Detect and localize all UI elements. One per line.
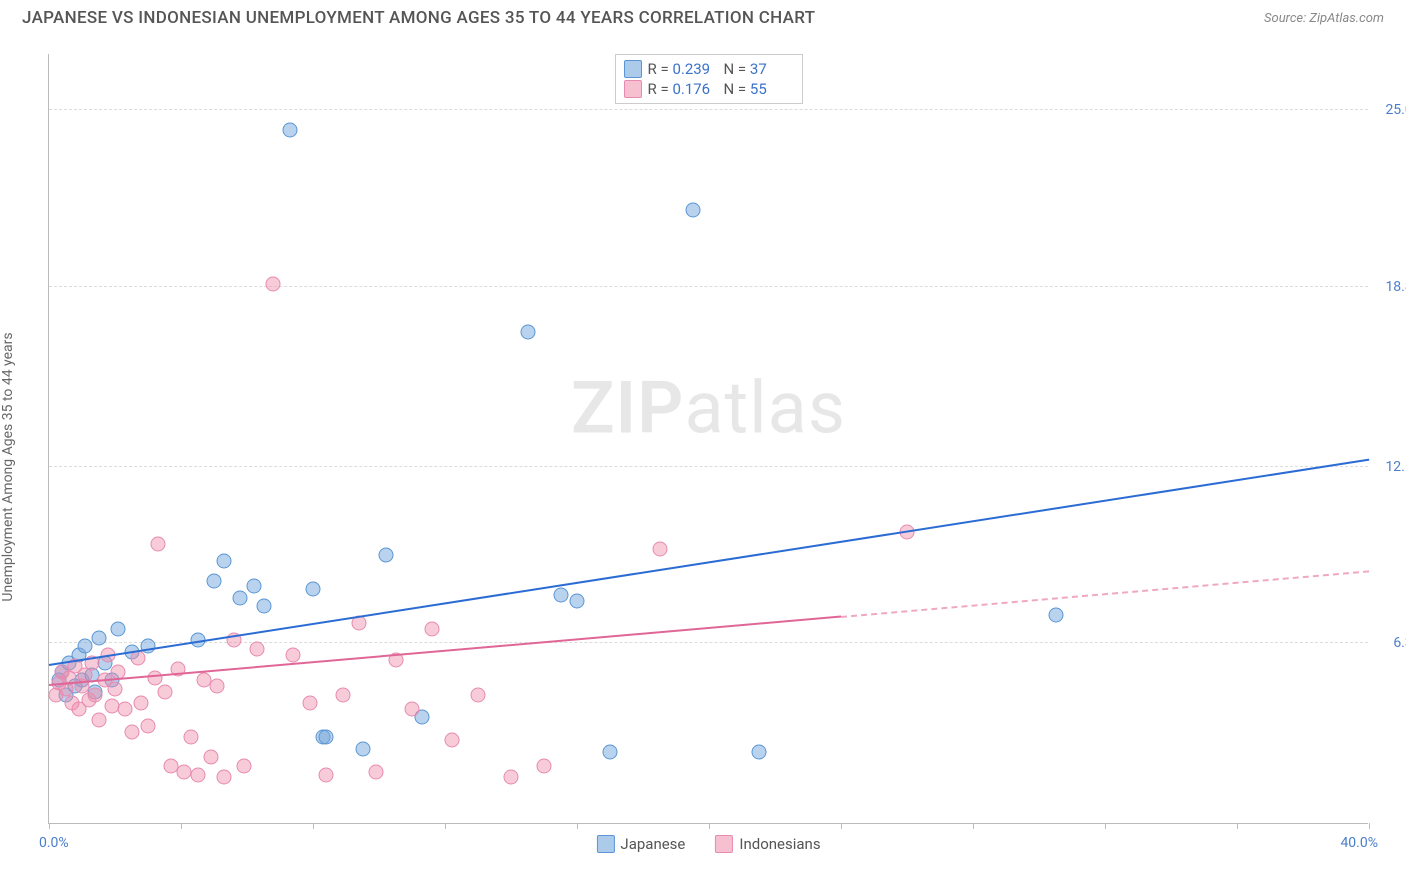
plot-area: ZIPatlas R = 0.239 N = 37 R = 0.176 N = … xyxy=(48,54,1368,824)
legend-item-indonesians: Indonesians xyxy=(715,835,820,853)
data-point xyxy=(91,630,106,645)
data-point xyxy=(256,599,271,614)
data-point xyxy=(444,733,459,748)
x-tick xyxy=(445,823,446,829)
data-point xyxy=(504,770,519,785)
y-tick-label: 12.5% xyxy=(1373,459,1406,475)
regression-line xyxy=(49,616,841,686)
data-point xyxy=(183,730,198,745)
data-point xyxy=(302,696,317,711)
data-point xyxy=(207,573,222,588)
data-point xyxy=(266,277,281,292)
x-tick xyxy=(313,823,314,829)
data-point xyxy=(190,767,205,782)
x-tick xyxy=(181,823,182,829)
data-point xyxy=(124,724,139,739)
legend-row-japanese: R = 0.239 N = 37 xyxy=(624,59,794,79)
chart-title: JAPANESE VS INDONESIAN UNEMPLOYMENT AMON… xyxy=(22,8,815,28)
swatch-indonesians-bottom xyxy=(715,835,733,853)
data-point xyxy=(537,758,552,773)
data-point xyxy=(520,325,535,340)
x-tick xyxy=(973,823,974,829)
data-point xyxy=(603,744,618,759)
data-point xyxy=(319,767,334,782)
data-point xyxy=(378,547,393,562)
data-point xyxy=(553,587,568,602)
data-point xyxy=(319,730,334,745)
chart-container: Unemployment Among Ages 35 to 44 years Z… xyxy=(0,34,1406,884)
x-axis-min-label: 0.0% xyxy=(39,835,69,851)
legend-item-japanese: Japanese xyxy=(596,835,685,853)
data-point xyxy=(1048,607,1063,622)
chart-header: JAPANESE VS INDONESIAN UNEMPLOYMENT AMON… xyxy=(0,0,1406,34)
watermark: ZIPatlas xyxy=(571,365,846,450)
data-point xyxy=(111,622,126,637)
data-point xyxy=(147,670,162,685)
y-axis-label: Unemployment Among Ages 35 to 44 years xyxy=(0,332,16,601)
data-point xyxy=(471,687,486,702)
x-tick xyxy=(709,823,710,829)
data-point xyxy=(355,741,370,756)
data-point xyxy=(236,758,251,773)
x-tick xyxy=(577,823,578,829)
x-tick xyxy=(1369,823,1370,829)
data-point xyxy=(117,701,132,716)
x-tick xyxy=(1237,823,1238,829)
data-point xyxy=(306,582,321,597)
data-point xyxy=(405,701,420,716)
chart-source: Source: ZipAtlas.com xyxy=(1264,11,1384,26)
data-point xyxy=(150,536,165,551)
legend-correlation: R = 0.239 N = 37 R = 0.176 N = 55 xyxy=(615,54,803,104)
data-point xyxy=(282,123,297,138)
gridline-h xyxy=(49,286,1368,287)
data-point xyxy=(751,744,766,759)
legend-series: Japanese Indonesians xyxy=(596,835,820,853)
data-point xyxy=(233,590,248,605)
y-tick-label: 25.0% xyxy=(1373,102,1406,118)
data-point xyxy=(424,622,439,637)
data-point xyxy=(210,679,225,694)
gridline-h xyxy=(49,109,1368,110)
gridline-h xyxy=(49,642,1368,643)
x-tick xyxy=(49,823,50,829)
y-tick-label: 6.3% xyxy=(1373,635,1406,651)
data-point xyxy=(216,770,231,785)
x-tick xyxy=(841,823,842,829)
x-tick xyxy=(1105,823,1106,829)
regression-line xyxy=(841,570,1369,618)
y-tick-label: 18.8% xyxy=(1373,279,1406,295)
data-point xyxy=(685,202,700,217)
regression-line xyxy=(49,459,1369,666)
data-point xyxy=(368,764,383,779)
data-point xyxy=(91,713,106,728)
data-point xyxy=(108,681,123,696)
data-point xyxy=(203,750,218,765)
data-point xyxy=(246,579,261,594)
data-point xyxy=(570,593,585,608)
swatch-japanese-bottom xyxy=(596,835,614,853)
swatch-indonesians xyxy=(624,80,642,98)
data-point xyxy=(335,687,350,702)
data-point xyxy=(157,684,172,699)
data-point xyxy=(249,642,264,657)
x-axis-max-label: 40.0% xyxy=(1340,835,1378,851)
data-point xyxy=(652,542,667,557)
data-point xyxy=(78,639,93,654)
data-point xyxy=(141,719,156,734)
data-point xyxy=(216,553,231,568)
data-point xyxy=(286,647,301,662)
data-point xyxy=(88,687,103,702)
data-point xyxy=(134,696,149,711)
legend-row-indonesians: R = 0.176 N = 55 xyxy=(624,79,794,99)
gridline-h xyxy=(49,466,1368,467)
swatch-japanese xyxy=(624,60,642,78)
